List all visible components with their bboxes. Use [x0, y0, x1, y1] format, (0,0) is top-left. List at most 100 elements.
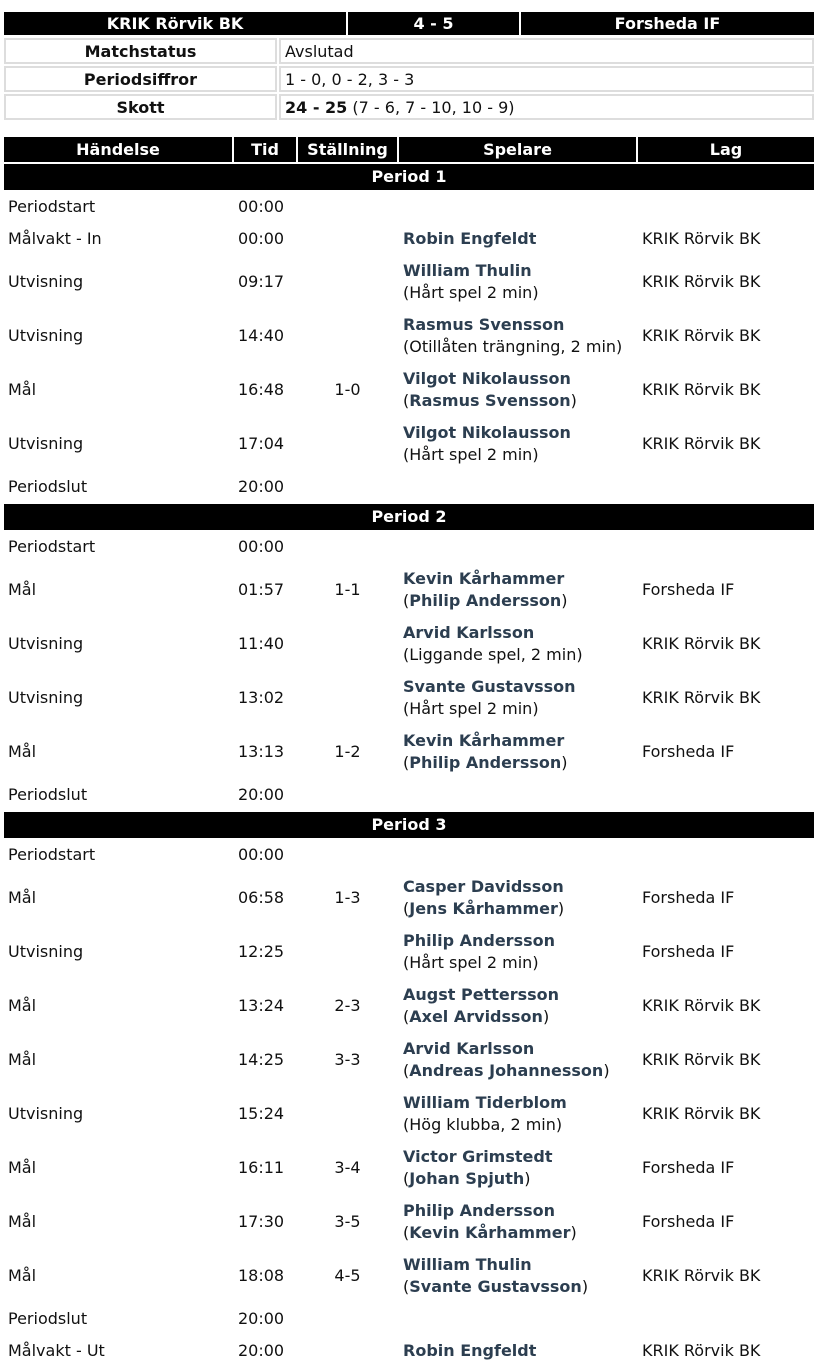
event-type: Utvisning	[8, 434, 84, 453]
penalty-detail: (Liggande spel, 2 min)	[403, 645, 583, 664]
event-score	[298, 780, 397, 810]
event-type: Mål	[8, 1158, 37, 1177]
event-type: Mål	[8, 742, 37, 761]
event-score	[298, 1304, 397, 1334]
event-player: Victor Grimstedt (Johan Spjuth)	[403, 1147, 553, 1188]
penalty-detail: (Hårt spel 2 min)	[403, 445, 539, 464]
player-name: Vilgot Nikolausson	[403, 423, 571, 442]
match-header: KRIK Rörvik BK 4 - 5 Forsheda IF	[2, 10, 814, 37]
event-team	[638, 472, 814, 502]
event-team: Forsheda IF	[642, 942, 735, 961]
event-type: Målvakt - In	[8, 229, 102, 248]
event-team: KRIK Rörvik BK	[642, 996, 761, 1015]
event-score: 1-0	[334, 380, 361, 399]
event-team: Forsheda IF	[642, 1212, 735, 1231]
event-row: Periodstart 00:00	[4, 192, 814, 222]
info-row-shots: Skott 24 - 25 (7 - 6, 7 - 10, 10 - 9)	[4, 94, 814, 120]
event-player: William Thulin (Svante Gustavsson)	[403, 1255, 589, 1296]
player-name: Rasmus Svensson	[403, 315, 565, 334]
penalty-detail: (Otillåten trängning, 2 min)	[403, 337, 623, 356]
event-type: Utvisning	[8, 1104, 84, 1123]
event-score	[298, 618, 397, 670]
player-name: Robin Engfeldt	[403, 229, 537, 248]
event-team: KRIK Rörvik BK	[642, 229, 761, 248]
event-team: Forsheda IF	[642, 742, 735, 761]
event-row: Målvakt - Ut 20:00 Robin Engfeldt KRIK Rörv…	[4, 1336, 814, 1366]
event-score	[298, 840, 397, 870]
event-type: Mål	[8, 580, 37, 599]
event-row: Mål 14:25 3-3 Arvid Karlsson (Andreas Johann…	[4, 1034, 814, 1086]
event-type: Utvisning	[8, 326, 84, 345]
event-time: 01:57	[238, 580, 285, 599]
event-score	[298, 224, 397, 254]
event-score	[298, 926, 397, 978]
column-header-time: Tid	[234, 137, 296, 162]
assist-name: Kevin Kårhammer	[409, 1223, 571, 1242]
event-score	[298, 256, 397, 308]
event-player: Arvid Karlsson (Andreas Johannesson)	[403, 1039, 610, 1080]
event-score: 4-5	[334, 1266, 361, 1285]
event-player	[399, 532, 636, 562]
player-name: Kevin Kårhammer	[403, 569, 565, 588]
event-row: Periodslut 20:00	[4, 780, 814, 810]
events-table: Händelse Tid Ställning Spelare Lag Perio…	[2, 135, 814, 1368]
event-row: Målvakt - In 00:00 Robin Engfeldt KRIK Rörv…	[4, 224, 814, 254]
event-type: Periodstart	[8, 537, 96, 556]
event-row: Utvisning 17:04 Vilgot Nikolausson (Hårt sp…	[4, 418, 814, 470]
event-player	[399, 192, 636, 222]
event-time: 12:25	[238, 942, 285, 961]
player-name: Victor Grimstedt	[403, 1147, 553, 1166]
event-team: KRIK Rörvik BK	[642, 1266, 761, 1285]
event-player: Svante Gustavsson (Hårt spel 2 min)	[399, 672, 636, 724]
event-time: 20:00	[238, 1309, 285, 1328]
event-score	[298, 532, 397, 562]
event-time: 13:24	[238, 996, 285, 1015]
event-team: KRIK Rörvik BK	[642, 1050, 761, 1069]
player-name: William Thulin	[403, 261, 532, 280]
event-type: Periodslut	[8, 785, 88, 804]
event-player: Vilgot Nikolausson (Hårt spel 2 min)	[399, 418, 636, 470]
away-team: Forsheda IF	[521, 12, 814, 35]
event-type: Utvisning	[8, 688, 84, 707]
event-player	[399, 840, 636, 870]
penalty-detail: (Hårt spel 2 min)	[403, 953, 539, 972]
event-player: William Tiderblom (Hög klubba, 2 min)	[399, 1088, 636, 1140]
event-row: Periodstart 00:00	[4, 840, 814, 870]
event-type: Periodslut	[8, 477, 88, 496]
assist-name: Johan Spjuth	[409, 1169, 525, 1188]
event-row: Utvisning 11:40 Arvid Karlsson (Liggande sp…	[4, 618, 814, 670]
event-score	[298, 1336, 397, 1366]
event-row: Mål 16:48 1-0 Vilgot Nikolausson (Rasmus Sve…	[4, 364, 814, 416]
assist-name: Philip Andersson	[409, 591, 562, 610]
event-time: 14:25	[238, 1050, 285, 1069]
event-row: Utvisning 15:24 William Tiderblom (Hög klub…	[4, 1088, 814, 1140]
event-time: 16:48	[238, 380, 285, 399]
event-team	[638, 1304, 814, 1334]
event-score: 3-4	[334, 1158, 361, 1177]
event-row: Mål 18:08 4-5 William Thulin (Svante Gustavs…	[4, 1250, 814, 1302]
event-player: Kevin Kårhammer (Philip Andersson)	[403, 569, 568, 610]
event-type: Mål	[8, 996, 37, 1015]
player-name: Casper Davidsson	[403, 877, 564, 896]
info-label: Periodsiffror	[4, 66, 277, 92]
final-score: 4 - 5	[348, 12, 519, 35]
info-label: Skott	[4, 94, 277, 120]
player-name: Philip Andersson	[403, 1201, 555, 1220]
event-team	[638, 532, 814, 562]
event-player	[399, 780, 636, 810]
info-value: 1 - 0, 0 - 2, 3 - 3	[279, 66, 814, 92]
event-time: 17:30	[238, 1212, 285, 1231]
assist-name: Jens Kårhammer	[409, 899, 558, 918]
event-row: Utvisning 12:25 Philip Andersson (Hårt spel…	[4, 926, 814, 978]
event-score	[298, 472, 397, 502]
event-score	[298, 1088, 397, 1140]
event-time: 00:00	[238, 537, 285, 556]
column-header-event: Händelse	[4, 137, 232, 162]
event-time: 00:00	[238, 845, 285, 864]
event-row: Mål 13:24 2-3 Augst Pettersson (Axel Arvidss…	[4, 980, 814, 1032]
event-player: Casper Davidsson (Jens Kårhammer)	[403, 877, 565, 918]
event-time: 00:00	[238, 229, 285, 248]
event-row: Mål 06:58 1-3 Casper Davidsson (Jens Kårhamm…	[4, 872, 814, 924]
event-score	[298, 672, 397, 724]
event-type: Periodstart	[8, 845, 96, 864]
